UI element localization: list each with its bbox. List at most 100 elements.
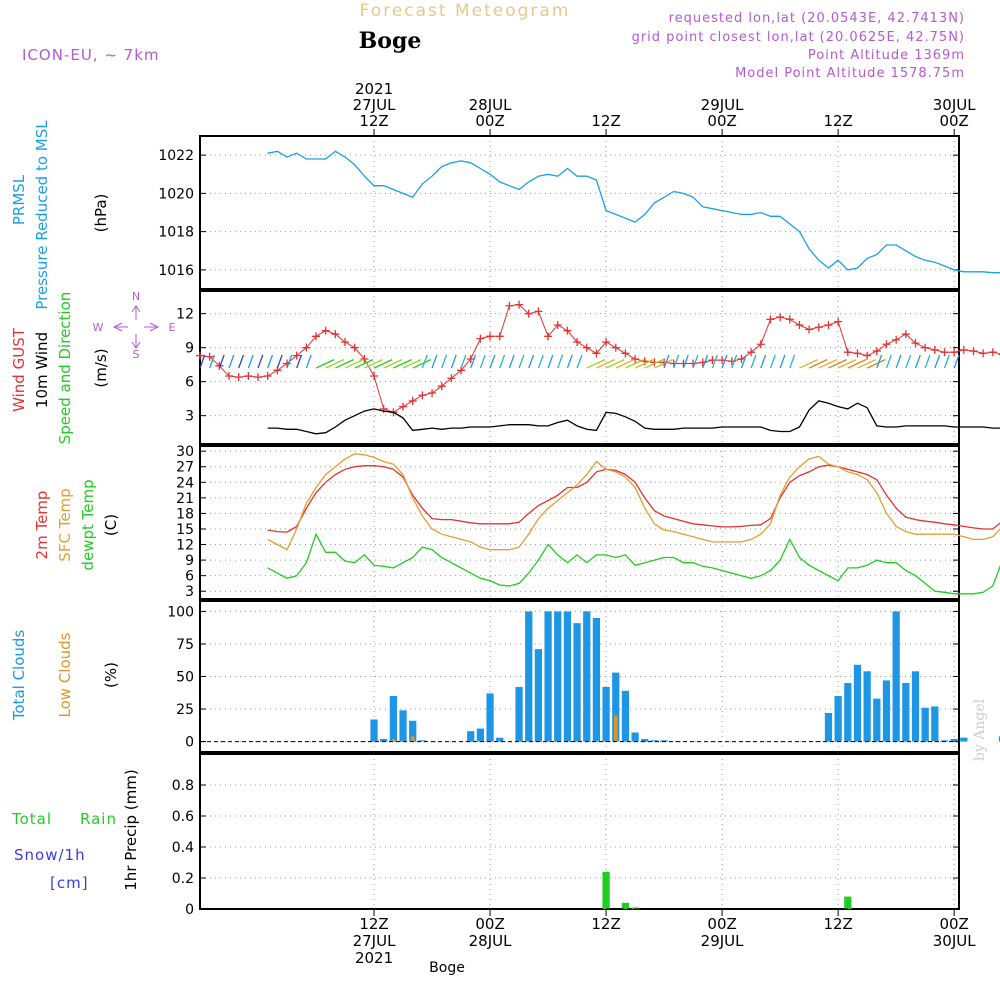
wind-direction-arrow <box>315 359 335 369</box>
wind-direction-arrow <box>586 359 606 369</box>
time-label-top: 30JUL <box>933 96 976 114</box>
wind-direction-arrow <box>238 354 245 369</box>
wind-direction-arrow <box>895 354 902 369</box>
wind-direction-arrow <box>682 354 689 369</box>
gust-marker <box>824 321 833 329</box>
wind-direction-arrow <box>625 359 644 369</box>
wind-direction-arrow <box>847 359 867 369</box>
time-label-bottom: 29JUL <box>701 932 744 950</box>
point-altitude: Point Altitude 1369m <box>808 48 965 63</box>
total-clouds-bar <box>863 671 871 742</box>
gust-marker <box>959 345 968 354</box>
rain-bar <box>602 871 610 909</box>
low-clouds-label: Low Clouds <box>56 632 74 717</box>
gust-marker <box>872 347 881 356</box>
wind-panel: 3 6 9 12 <box>176 290 1000 445</box>
total-clouds-bar <box>496 737 504 742</box>
gust-marker <box>747 348 756 357</box>
time-label-bottom: 00Z <box>707 915 736 933</box>
y-tick-label: 0 <box>185 902 194 918</box>
total-clouds-bar <box>650 740 659 742</box>
total-clouds-bar <box>824 712 833 742</box>
y-tick-label: 75 <box>176 637 194 653</box>
y-tick-label: 9 <box>185 553 194 569</box>
low-clouds-bar <box>391 738 396 742</box>
wind-direction-arrow <box>460 354 467 369</box>
total-clouds-bar <box>573 623 581 742</box>
time-label-top: 12Z <box>591 112 620 130</box>
total-clouds-bar <box>554 611 562 742</box>
temp-2m-label: 2m Temp <box>33 491 51 560</box>
wind-direction-arrow <box>247 354 254 369</box>
wind-direction-arrow <box>412 359 432 369</box>
gust-marker <box>476 334 485 343</box>
gust-marker <box>225 372 234 380</box>
gust-marker <box>882 340 891 349</box>
total-clouds-bar <box>892 611 900 742</box>
wind-direction-arrow <box>779 354 786 369</box>
compass-west: W <box>93 321 104 334</box>
pressure-line <box>267 150 1000 274</box>
pressure-label-short: PRMSL <box>10 174 28 225</box>
gust-marker <box>544 332 553 341</box>
gust-marker <box>244 372 253 380</box>
gust-marker <box>979 349 988 358</box>
wind-direction-arrow <box>866 359 886 369</box>
wind-direction-arrow <box>750 354 757 369</box>
total-clouds-bar <box>612 672 620 742</box>
gust-marker <box>901 330 910 339</box>
y-tick-label: 24 <box>176 475 194 491</box>
gust-marker <box>263 372 272 380</box>
precip-panel: 0 0.2 0.4 0.6 0.8 <box>172 753 960 918</box>
wind-direction-arrow <box>721 354 728 369</box>
y-tick-label: 50 <box>176 670 194 686</box>
requested-coords: requested lon,lat (20.0543E, 42.7413N) <box>669 11 965 26</box>
total-clouds-bar <box>592 617 601 742</box>
wind-direction-arrow <box>566 354 573 369</box>
wind-direction-arrow <box>354 359 374 369</box>
wind-direction-arrow <box>402 359 422 369</box>
y-tick-label: 0 <box>185 735 194 751</box>
wind-speed-line <box>267 400 1000 435</box>
gust-marker <box>408 396 417 405</box>
gust-marker <box>795 321 804 329</box>
y-tick-label: 21 <box>176 491 194 507</box>
wind-direction-arrow <box>876 354 883 369</box>
gust-marker <box>843 348 852 357</box>
total-clouds-label: Total Clouds <box>10 630 28 722</box>
total-clouds-bar <box>844 683 852 742</box>
gust-marker <box>969 347 978 356</box>
wind-direction-arrow <box>441 354 448 369</box>
snow-unit-label: [cm] <box>50 874 89 892</box>
wind-direction-arrow <box>557 354 564 369</box>
gust-marker <box>950 348 959 357</box>
y-tick-label: 0.2 <box>172 871 194 887</box>
gust-marker <box>563 326 572 335</box>
wind-direction-arrow <box>673 354 680 369</box>
time-label-bottom: 28JUL <box>469 932 512 950</box>
y-tick-label: 15 <box>176 522 194 538</box>
gust-marker <box>611 343 620 352</box>
gust-marker <box>428 389 437 397</box>
wind-direction-arrow <box>799 359 818 369</box>
wind-direction-arrow <box>228 354 235 369</box>
gust-marker <box>302 343 311 352</box>
wind-direction-arrow <box>537 354 544 369</box>
pressure-unit: (hPa) <box>92 194 110 233</box>
wind-direction-arrow <box>508 354 515 369</box>
wind-direction-arrow <box>421 354 428 369</box>
gust-marker <box>234 373 243 382</box>
rain-bar <box>631 907 639 909</box>
gust-marker <box>350 343 359 352</box>
gust-marker <box>853 349 862 358</box>
gust-label: Wind GUST <box>10 327 28 412</box>
wind-direction-arrow <box>654 359 673 369</box>
total-clouds-bar <box>882 680 891 742</box>
gust-marker <box>814 323 823 332</box>
wind-direction-arrow <box>489 354 496 369</box>
gust-marker <box>631 355 640 363</box>
wind-direction-arrow <box>605 359 625 369</box>
wind-direction-arrow <box>450 354 457 369</box>
wind-direction-arrow <box>943 354 950 369</box>
